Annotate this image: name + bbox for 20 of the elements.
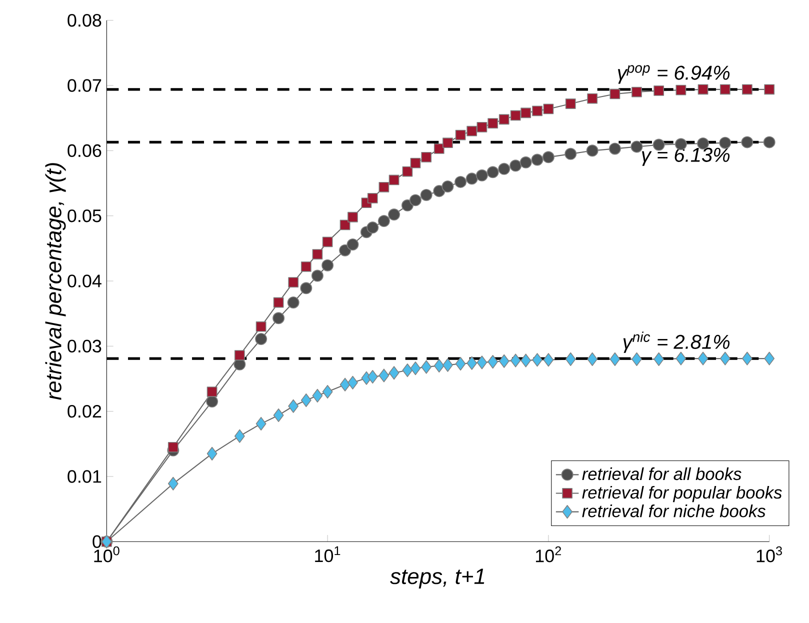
y-tick-label: 0.02 (68, 404, 102, 418)
y-tick-label: 0.08 (68, 14, 102, 27)
y-axis-title: retrieval percentage, γ(t) (45, 163, 66, 400)
x-tick-label: 10$^{3}$ (756, 546, 782, 562)
ref-line-label: γ = 6.13% (642, 148, 730, 166)
y-tick-label: 0.01 (68, 470, 102, 483)
y-tick-label: 0.04 (68, 274, 102, 288)
y-tick-label: 0 (92, 535, 102, 548)
ref-line-label: γ$^{pop}$ = 6.94% (618, 65, 730, 84)
x-tick-label: 10$^{2}$ (536, 546, 561, 562)
y-tick-label: 0.07 (68, 79, 102, 92)
ref-line-label: γ$^{nic}$ = 2.81% (623, 332, 730, 353)
legend-label: retrieval for all books (582, 467, 742, 480)
y-tick-label: 0.05 (68, 209, 102, 222)
y-tick-label: 0.06 (68, 144, 102, 158)
legend-label: retrieval for niche books (582, 504, 766, 518)
x-axis-title: steps, t+1 (390, 568, 484, 588)
x-tick-label: 10$^{1}$ (315, 546, 340, 562)
y-tick-label: 0.03 (68, 340, 102, 353)
legend-label: retrieval for popular books (582, 486, 782, 502)
